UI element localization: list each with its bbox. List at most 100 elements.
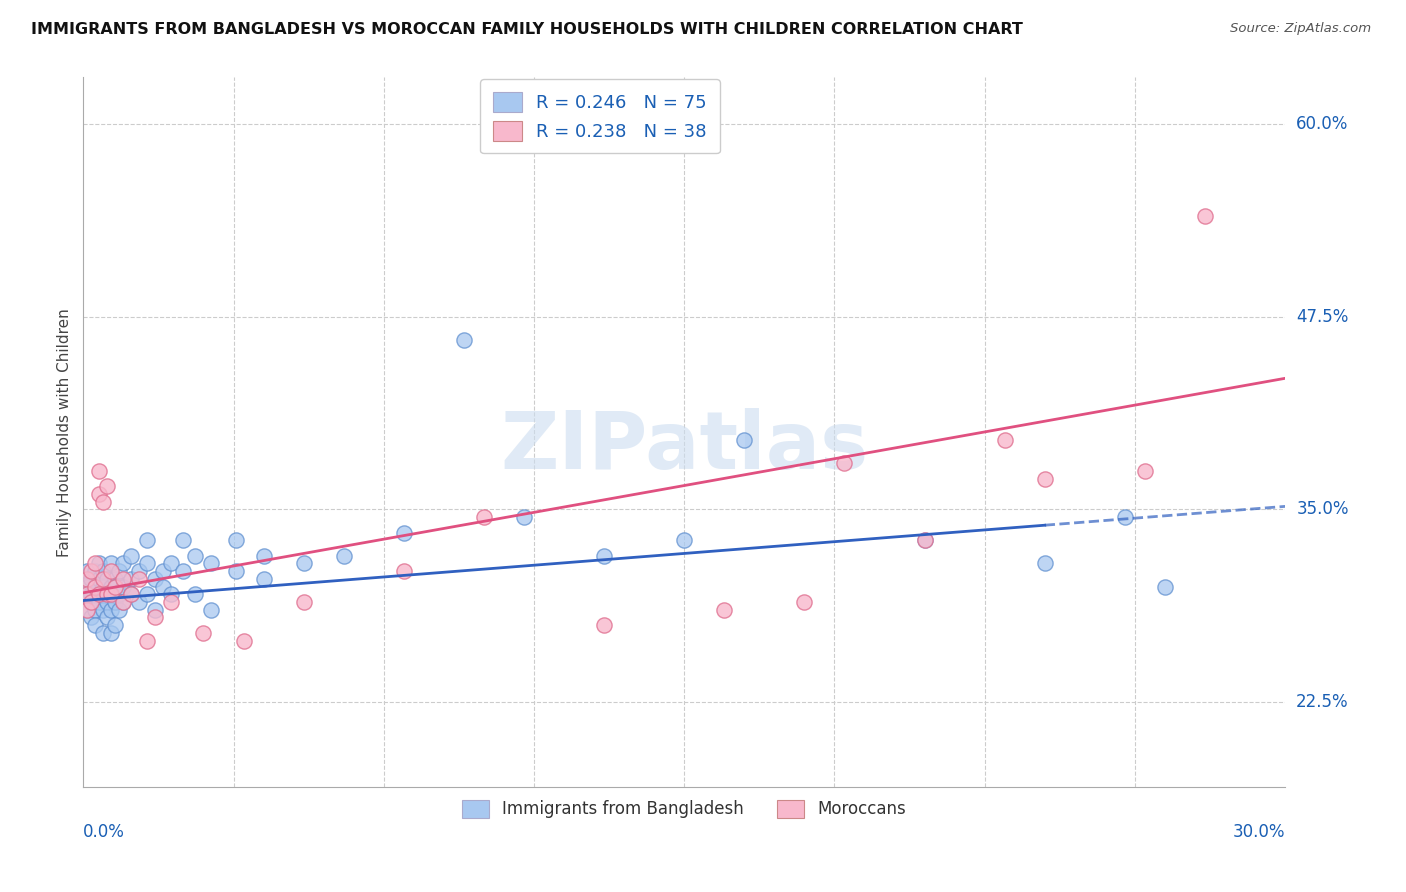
Point — [96, 587, 118, 601]
Point — [89, 572, 111, 586]
Point — [89, 487, 111, 501]
Point — [225, 533, 247, 548]
Point — [472, 510, 495, 524]
Point — [200, 603, 222, 617]
Point — [120, 572, 142, 586]
Point — [292, 595, 315, 609]
Point — [89, 587, 111, 601]
Point — [91, 564, 114, 578]
Point — [834, 456, 856, 470]
Point — [1114, 510, 1136, 524]
Point — [200, 557, 222, 571]
Point — [128, 595, 150, 609]
Point — [76, 587, 98, 601]
Point — [914, 533, 936, 548]
Point — [76, 564, 98, 578]
Point — [108, 603, 131, 617]
Point — [593, 618, 616, 632]
Point — [128, 572, 150, 586]
Point — [76, 603, 98, 617]
Text: ZIPatlas: ZIPatlas — [501, 408, 869, 485]
Point — [100, 564, 122, 578]
Point — [112, 595, 135, 609]
Point — [184, 587, 207, 601]
Text: 60.0%: 60.0% — [1296, 115, 1348, 133]
Point — [80, 572, 103, 586]
Point — [172, 533, 194, 548]
Point — [100, 580, 122, 594]
Point — [292, 557, 315, 571]
Point — [100, 603, 122, 617]
Point — [1033, 472, 1056, 486]
Point — [108, 587, 131, 601]
Point — [145, 610, 167, 624]
Text: IMMIGRANTS FROM BANGLADESH VS MOROCCAN FAMILY HOUSEHOLDS WITH CHILDREN CORRELATI: IMMIGRANTS FROM BANGLADESH VS MOROCCAN F… — [31, 22, 1022, 37]
Point — [128, 564, 150, 578]
Point — [100, 587, 122, 601]
Point — [120, 587, 142, 601]
Point — [112, 557, 135, 571]
Point — [76, 587, 98, 601]
Point — [108, 564, 131, 578]
Point — [91, 603, 114, 617]
Point — [104, 572, 127, 586]
Point — [91, 626, 114, 640]
Point — [713, 603, 735, 617]
Point — [76, 580, 98, 594]
Point — [96, 610, 118, 624]
Text: Source: ZipAtlas.com: Source: ZipAtlas.com — [1230, 22, 1371, 36]
Text: 47.5%: 47.5% — [1296, 308, 1348, 326]
Point — [84, 618, 107, 632]
Point — [84, 564, 107, 578]
Point — [96, 587, 118, 601]
Point — [84, 580, 107, 594]
Point — [152, 580, 174, 594]
Point — [733, 433, 755, 447]
Text: 0.0%: 0.0% — [83, 823, 125, 841]
Point — [673, 533, 696, 548]
Point — [112, 580, 135, 594]
Point — [160, 557, 183, 571]
Point — [84, 557, 107, 571]
Point — [392, 525, 415, 540]
Point — [96, 595, 118, 609]
Point — [104, 580, 127, 594]
Point — [193, 626, 215, 640]
Point — [793, 595, 815, 609]
Point — [80, 595, 103, 609]
Point — [112, 572, 135, 586]
Point — [252, 572, 274, 586]
Point — [89, 557, 111, 571]
Point — [80, 587, 103, 601]
Point — [332, 549, 354, 563]
Point — [91, 580, 114, 594]
Point — [914, 533, 936, 548]
Point — [160, 587, 183, 601]
Point — [152, 564, 174, 578]
Point — [89, 587, 111, 601]
Point — [145, 572, 167, 586]
Point — [96, 572, 118, 586]
Point — [96, 479, 118, 493]
Text: 35.0%: 35.0% — [1296, 500, 1348, 518]
Point — [160, 595, 183, 609]
Point — [184, 549, 207, 563]
Point — [593, 549, 616, 563]
Legend: Immigrants from Bangladesh, Moroccans: Immigrants from Bangladesh, Moroccans — [456, 793, 912, 825]
Point — [80, 610, 103, 624]
Point — [80, 564, 103, 578]
Point — [172, 564, 194, 578]
Y-axis label: Family Households with Children: Family Households with Children — [58, 308, 72, 557]
Point — [1033, 557, 1056, 571]
Point — [994, 433, 1017, 447]
Point — [120, 549, 142, 563]
Point — [252, 549, 274, 563]
Point — [136, 557, 159, 571]
Point — [1133, 464, 1156, 478]
Point — [104, 580, 127, 594]
Point — [136, 633, 159, 648]
Point — [89, 464, 111, 478]
Point — [232, 633, 254, 648]
Point — [76, 603, 98, 617]
Point — [513, 510, 536, 524]
